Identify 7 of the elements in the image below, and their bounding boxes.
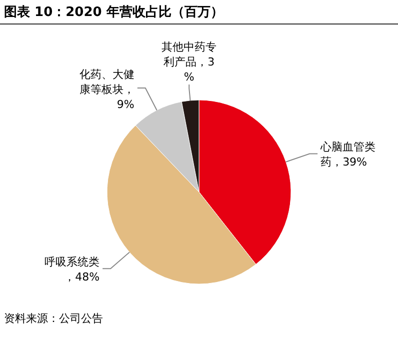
slice-label: 呼吸系统类 [44,256,100,269]
text: 资料来源：公司公告 [4,312,103,325]
slice-label: 心脑血管类药，39% [320,140,376,169]
data-label: ，48% [64,270,100,284]
slice-label: 其他中药专利产品，3% [162,40,217,84]
chart-title: 图表 10：2020 年营收占比（百万） [4,4,224,20]
slice-label: 化药、大健康等板块，9% [79,68,134,112]
